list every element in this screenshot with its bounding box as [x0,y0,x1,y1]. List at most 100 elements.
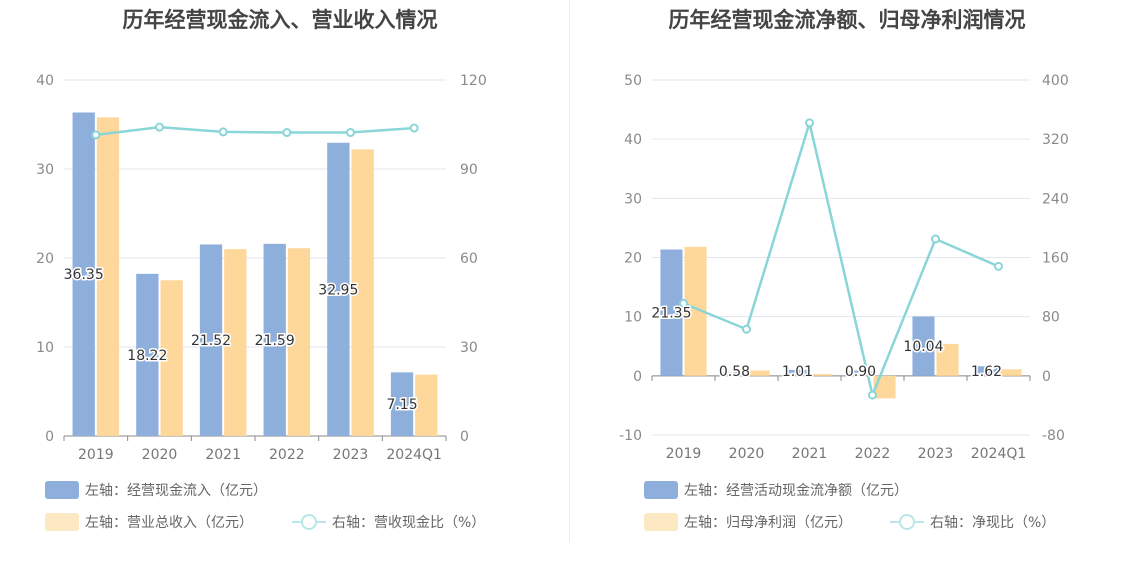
chart-panel-net-cash: 历年经营现金流净额、归母净利润情况 -10 0 10 20 30 40 50 -80 0 80 16… [567,0,1134,582]
bar-series-2 [415,374,438,436]
bar-series-1 [723,372,746,376]
line-series [95,125,415,137]
x-tick-label: 2022 [269,447,305,463]
chart-canvas: -10 0 10 20 30 40 50 -80 0 80 160 240 320 400 2019 2020… [619,73,1069,462]
legend-label: 左轴：营业总收入（亿元） [85,515,253,531]
y-left-tick-label: 50 [624,73,642,89]
bar-series-1 [390,372,414,436]
x-tick-label: 2021 [205,447,241,463]
bar-series-1 [199,244,223,436]
legend-item-ratio[interactable]: 右轴：营收现金比（%） [292,512,485,532]
chart-title: 历年经营现金流净额、归母净利润情况 [668,8,1026,32]
y-right-tick-label: 60 [460,251,478,267]
y-left-tick-label: 0 [633,369,642,385]
line-point [218,127,228,137]
bar-data-label: 36.35 [64,267,104,283]
bar-data-label: 1.62 [971,364,1002,380]
bar-series-1 [912,316,935,376]
legend-label: 左轴：归母净利润（亿元） [684,515,852,531]
line-point [805,118,814,128]
legend-swatch-bar-icon [45,513,79,531]
bar-series-1 [660,249,683,376]
y-right-tick-label: 320 [1042,132,1069,148]
legend-item-cash-inflow[interactable]: 左轴：经营现金流入（亿元） [45,480,267,500]
legend-item-revenue[interactable]: 左轴：营业总收入（亿元） [45,512,253,532]
chart-title: 历年经营现金流入、营业收入情况 [122,8,438,32]
legend-swatch-bar-icon [644,513,678,531]
y-left-tick-label: 40 [36,73,54,89]
bar-series-2 [684,246,707,376]
y-left-tick-label: 30 [624,191,642,207]
y-right-tick-label: 30 [460,340,478,356]
x-tick-label: 2023 [333,447,369,463]
bar-data-label: 1.01 [782,364,813,380]
bar-series-2 [810,374,833,376]
bar-data-label: 21.59 [255,333,295,349]
y-right-tick-label: 90 [460,162,478,178]
y-left-tick-label: 20 [36,251,54,267]
line-point [282,128,292,138]
line-point [931,234,940,244]
bar-data-label: 21.52 [191,333,231,349]
x-tick-label: 2024Q1 [386,447,442,463]
bar-series-2 [999,369,1022,376]
y-left-tick-label: -10 [619,428,642,444]
y-right-tick-label: 0 [1042,369,1051,385]
y-left-tick-label: 40 [624,132,642,148]
y-left-tick-label: 10 [36,340,54,356]
bar-series-2 [160,280,183,436]
x-tick-label: 2019 [666,446,702,462]
legend-swatch-line-icon [890,513,924,531]
line-point [868,390,877,400]
y-right-tick-label: 240 [1042,191,1069,207]
bar-series-1 [786,369,809,376]
bar-data-label: 21.35 [651,306,691,322]
bar-series-2 [351,149,374,437]
line-point [409,123,419,133]
bar-series-2 [287,248,311,436]
y-right-tick-label: 0 [460,429,469,445]
y-right-tick-label: 80 [1042,310,1060,326]
legend-item-net-ratio[interactable]: 右轴：净现比（%） [890,512,1055,532]
legend-swatch-line-icon [292,513,326,531]
bar-series-2 [747,370,770,376]
legend-item-net-profit[interactable]: 左轴：归母净利润（亿元） [644,512,852,532]
line-point [994,261,1003,271]
bar-data-label: 18.22 [127,348,167,364]
bar-series-1 [136,273,159,436]
bar-data-label: 7.15 [386,397,417,413]
line-point [679,298,688,308]
legend-label: 左轴：经营现金流入（亿元） [85,483,267,499]
bar-series-1 [263,243,286,436]
x-tick-label: 2020 [142,447,178,463]
chart-canvas: 0 10 20 30 40 0 30 60 90 120 2019 2020 2021 2022 2023 2… [36,73,487,463]
x-tick-label: 2021 [792,446,828,462]
bar-data-label: 0.90 [845,364,876,380]
x-tick-label: 2024Q1 [971,446,1027,462]
line-point [346,128,355,138]
bar-data-label: 0.58 [719,364,750,380]
x-tick-label: 2023 [918,446,954,462]
legend-swatch-bar-icon [644,481,678,499]
bar-series-1 [975,366,998,376]
legend-label: 右轴：营收现金比（%） [332,515,486,531]
y-left-tick-label: 10 [624,310,642,326]
bar-series-2 [224,249,247,436]
y-left-tick-label: 0 [45,429,54,445]
y-right-tick-label: 160 [1042,251,1069,267]
chart-panel-cash-inflow: 历年经营现金流入、营业收入情况 0 10 20 30 40 0 30 60 90 120 2019 2… [36,8,487,532]
legend-label: 右轴：净现比（%） [930,515,1056,531]
bar-data-label: 10.04 [903,339,943,355]
bar-data-label: 32.95 [318,282,358,298]
y-right-tick-label: 120 [460,73,487,89]
x-tick-label: 2020 [729,446,765,462]
y-right-tick-label: 400 [1042,73,1069,89]
bar-series-1 [849,370,872,376]
bar-series-1 [72,112,95,437]
bar-series-1 [327,142,350,436]
y-left-tick-label: 30 [36,162,54,178]
legend-item-net-cash[interactable]: 左轴：经营活动现金流净额（亿元） [644,480,908,500]
legend-label: 左轴：经营活动现金流净额（亿元） [684,483,908,499]
y-right-tick-label: -80 [1042,428,1065,444]
